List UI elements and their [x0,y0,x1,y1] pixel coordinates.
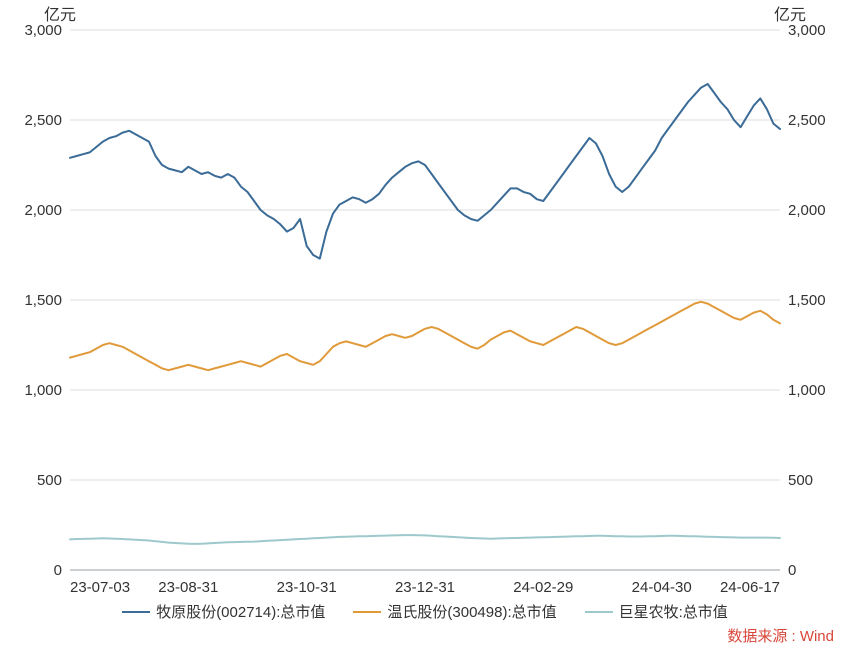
legend-swatch [122,611,150,613]
svg-text:3,000: 3,000 [788,22,826,39]
data-source: 数据来源 : Wind [727,625,834,646]
svg-text:1,000: 1,000 [788,382,826,399]
legend-item: 温氏股份(300498):总市值 [353,601,556,622]
svg-text:2,000: 2,000 [24,202,62,219]
svg-text:0: 0 [54,562,62,579]
legend: 牧原股份(002714):总市值 温氏股份(300498):总市值 巨星农牧:总市值 [0,600,850,623]
svg-text:24-06-17: 24-06-17 [720,579,780,596]
svg-text:1,500: 1,500 [24,292,62,309]
legend-label: 温氏股份(300498):总市值 [387,601,556,622]
svg-text:2,500: 2,500 [788,112,826,129]
svg-text:亿元: 亿元 [774,6,806,24]
svg-text:23-10-31: 23-10-31 [277,579,337,596]
svg-text:23-12-31: 23-12-31 [395,579,455,596]
legend-label: 牧原股份(002714):总市值 [156,601,325,622]
svg-text:23-07-03: 23-07-03 [70,579,130,596]
chart-svg: 0 0 500 500 1,000 1,000 1,500 1,500 2,000 2,000 2,… [0,0,850,654]
legend-swatch [585,611,613,613]
legend-swatch [353,611,381,613]
svg-text:1,500: 1,500 [788,292,826,309]
svg-text:24-04-30: 24-04-30 [632,579,692,596]
svg-text:500: 500 [37,472,62,489]
svg-text:1,000: 1,000 [24,382,62,399]
legend-item: 巨星农牧:总市值 [585,601,728,622]
legend-item: 牧原股份(002714):总市值 [122,601,325,622]
svg-text:0: 0 [788,562,796,579]
svg-text:2,000: 2,000 [788,202,826,219]
svg-text:亿元: 亿元 [44,6,76,24]
svg-text:2,500: 2,500 [24,112,62,129]
svg-text:3,000: 3,000 [24,22,62,39]
svg-text:24-02-29: 24-02-29 [513,579,573,596]
legend-label: 巨星农牧:总市值 [619,601,728,622]
svg-text:23-08-31: 23-08-31 [158,579,218,596]
market-cap-chart: 0 0 500 500 1,000 1,000 1,500 1,500 2,000 2,000 2,… [0,0,850,654]
svg-text:500: 500 [788,472,813,489]
